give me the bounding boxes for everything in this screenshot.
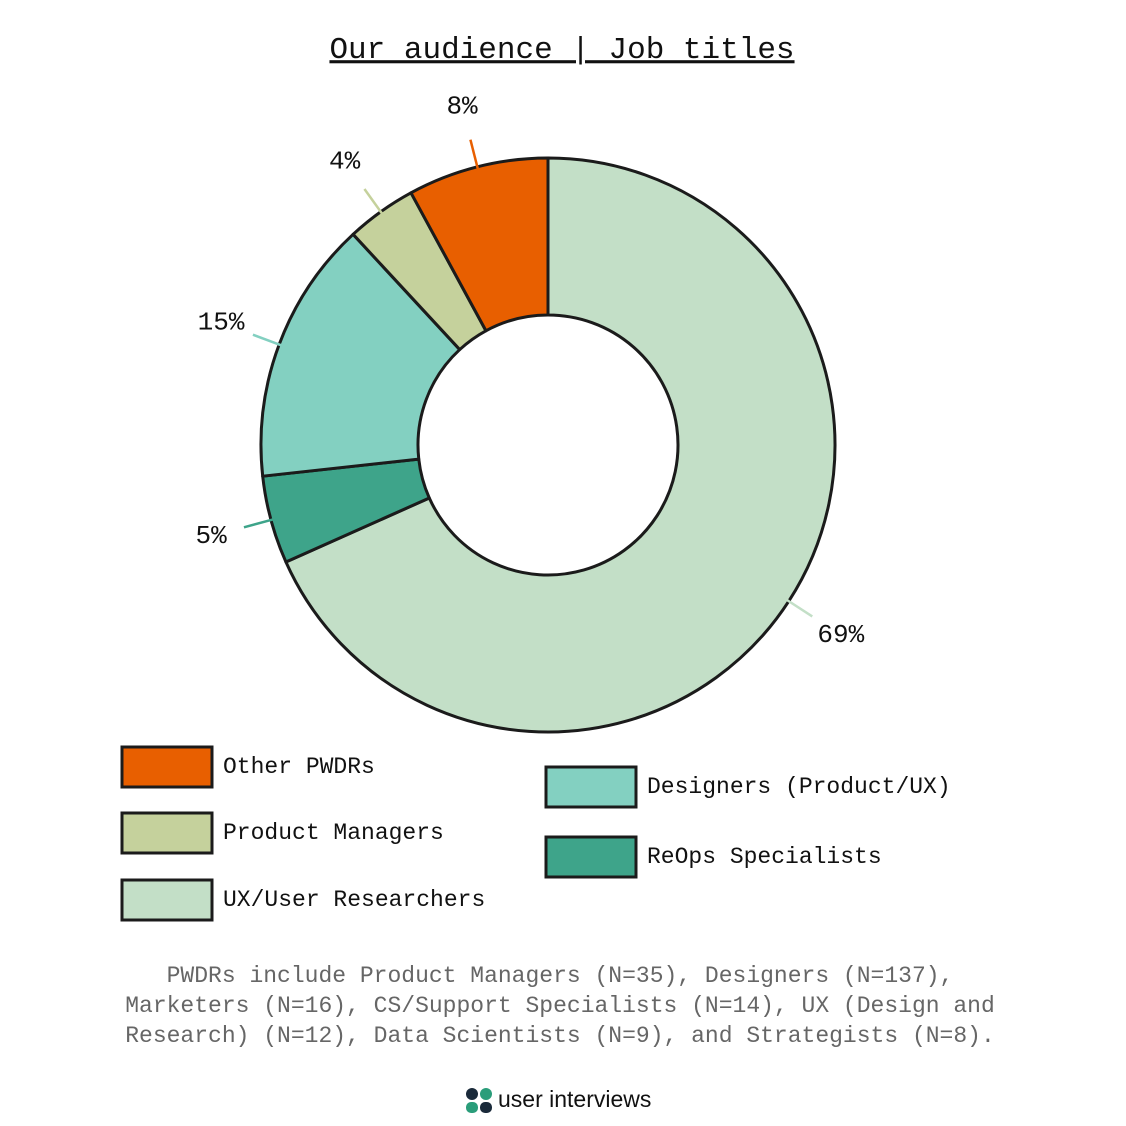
data-label: 4% [329, 146, 361, 176]
slice [409, 156, 550, 333]
footnote: Marketers (N=16), CS/Support Specialists… [125, 993, 995, 1019]
leader-line [252, 333, 284, 348]
legend-label: Other PWDRs [223, 754, 375, 780]
chart-title: Our audience | Job titles [329, 33, 794, 68]
brand: user interviews [498, 1086, 651, 1112]
legend-swatch [120, 745, 214, 789]
logo-icon [466, 1088, 492, 1113]
legend-swatch [120, 811, 214, 855]
leader-line [784, 597, 813, 618]
data-label: 5% [196, 521, 228, 551]
data-label: 69% [817, 620, 864, 650]
legend-label: Product Managers [223, 820, 444, 846]
slice [284, 156, 837, 734]
leader-line [469, 139, 480, 172]
legend-label: Designers (Product/UX) [647, 774, 951, 800]
footnote: Research) (N=12), Data Scientists (N=9),… [125, 1023, 995, 1049]
legend-swatch [544, 835, 638, 879]
footnote: PWDRs include Product Managers (N=35), D… [167, 963, 954, 989]
legend-swatch [544, 765, 638, 809]
legend-label: ReOps Specialists [647, 844, 882, 870]
data-label: 8% [446, 92, 478, 122]
legend-label: UX/User Researchers [223, 887, 485, 913]
legend-swatch [120, 878, 214, 922]
slice [259, 232, 462, 478]
data-label: 15% [198, 308, 245, 338]
leader-line [243, 517, 276, 529]
leader-line [363, 188, 385, 216]
